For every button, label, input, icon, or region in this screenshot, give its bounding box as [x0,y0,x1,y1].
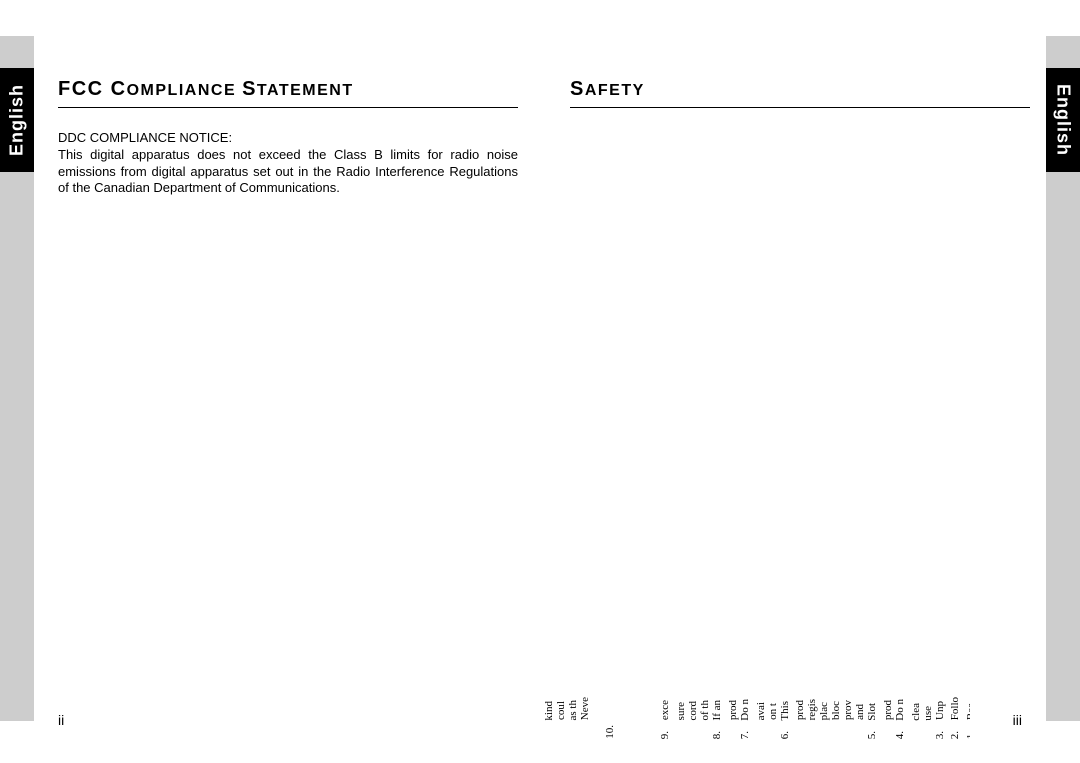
artifact-col: 6. This [780,683,791,739]
page-right: SAFETY [570,78,1030,130]
language-tab-right: English [1046,68,1080,172]
heading-part: OMPLIANCE [127,82,242,99]
artifact-col: prov [843,683,854,739]
artifact-col: plac [819,683,830,739]
artifact-col: 7. Do n [740,683,751,739]
artifact-col: sure [676,683,687,739]
heading-fcc: FCC COMPLIANCE STATEMENT [58,78,518,108]
page-number-right: iii [1013,712,1022,728]
heading-part: FCC C [58,78,127,100]
artifact-col: clea [911,683,922,739]
artifact-col: of th [700,683,711,739]
artifact-col: on t [768,683,779,739]
page-number-left: ii [58,712,64,728]
artifact-col: 9. exce [660,683,671,739]
heading-part: S [570,78,585,100]
rotated-text-artifact: 1. Rea 2. Follo 3. Unp use clea 4. Do n pro… [430,683,970,743]
artifact-col: as th [568,683,579,739]
artifact-col: 2. Follo [950,683,961,739]
artifact-col: prod [883,683,894,739]
artifact-col: cord [688,683,699,739]
artifact-col: avai [756,683,767,739]
artifact-col: 10. [605,683,616,739]
artifact-col: and [855,683,866,739]
artifact-col: bloc [831,683,842,739]
artifact-col: regis [807,683,818,739]
artifact-col: 5. Slot [867,683,878,739]
artifact-col: 8. If an [712,683,723,739]
language-tab-left: English [0,68,34,172]
artifact-col: 1. Rea [966,683,970,739]
artifact-col: 4. Do n [895,683,906,739]
artifact-col: prod [728,683,739,739]
artifact-col: 3. Unp [935,683,946,739]
artifact-col: use [923,683,934,739]
heading-part: TATEMENT [257,82,354,99]
page-left: FCC COMPLIANCE STATEMENT DDC COMPLIANCE … [58,78,518,197]
artifact-col: prod [795,683,806,739]
artifact-col: kind [544,683,555,739]
heading-safety: SAFETY [570,78,1030,108]
artifact-col: Neve [580,683,591,739]
artifact-col: coul [556,683,567,739]
notice-body: This digital apparatus does not exceed t… [58,147,518,197]
heading-part: S [242,78,257,100]
notice-title: DDC COMPLIANCE NOTICE: [58,130,518,145]
heading-part: AFETY [585,82,645,99]
